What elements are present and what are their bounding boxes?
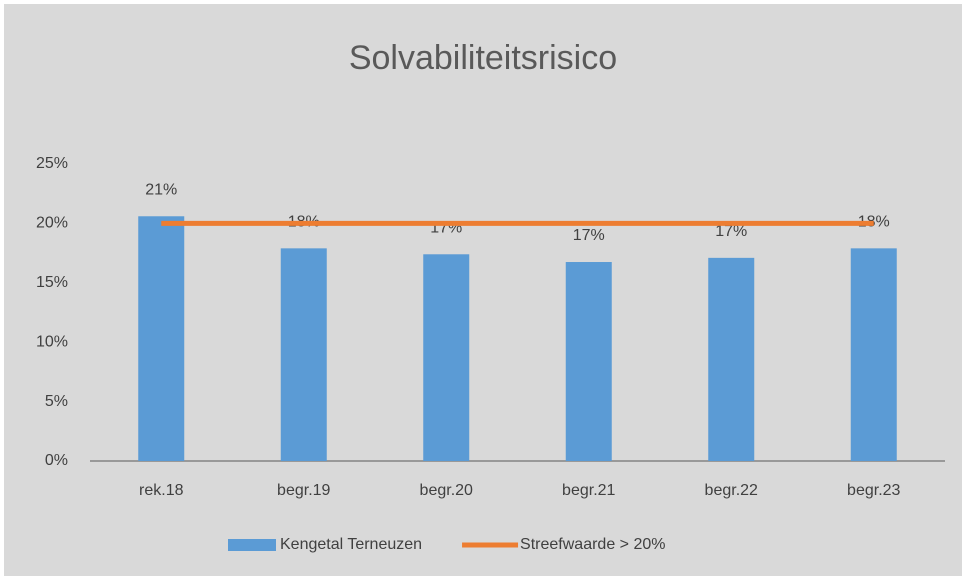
y-tick-label: 5% (45, 393, 68, 410)
bar (280, 248, 327, 461)
y-tick-label: 20% (36, 215, 68, 232)
bar (423, 254, 470, 461)
y-tick-label: 25% (36, 155, 68, 172)
chart-title: Solvabiliteitsrisico (349, 39, 617, 77)
x-tick-label: begr.22 (705, 482, 758, 499)
bar (138, 216, 185, 461)
legend-swatch (228, 539, 276, 551)
x-tick-label: rek.18 (139, 482, 184, 499)
x-tick-label: begr.23 (847, 482, 900, 499)
data-label: 17% (715, 223, 747, 240)
y-tick-label: 0% (45, 452, 68, 469)
x-tick-label: begr.21 (562, 482, 615, 499)
y-tick-label: 15% (36, 274, 68, 291)
bar (850, 248, 897, 461)
x-tick-label: begr.19 (277, 482, 330, 499)
y-tick-label: 10% (36, 333, 68, 350)
bar (565, 262, 612, 461)
data-label: 17% (573, 227, 605, 244)
legend-label: Kengetal Terneuzen (280, 536, 422, 553)
data-label: 21% (145, 181, 177, 198)
legend-label: Streefwaarde > 20% (520, 536, 665, 553)
bar (708, 257, 755, 461)
x-tick-label: begr.20 (420, 482, 473, 499)
